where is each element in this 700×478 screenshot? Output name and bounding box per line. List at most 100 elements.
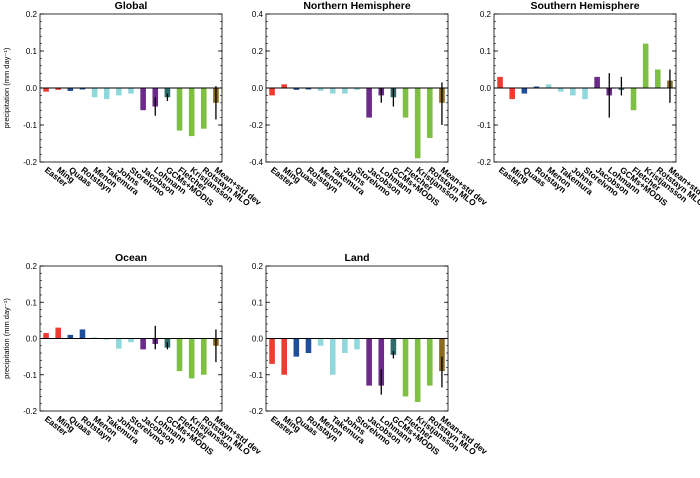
bar-ming	[281, 84, 287, 88]
y-tick-label: -0.1	[23, 121, 37, 130]
bar-johns	[570, 88, 576, 96]
bar-ming	[55, 327, 61, 339]
y-tick-label: -0.2	[249, 121, 263, 130]
bar-rotstayn	[305, 88, 312, 90]
y-tick-label: 0.1	[480, 47, 492, 56]
bar-ming	[509, 88, 515, 100]
y-tick-label: 0.1	[26, 47, 38, 56]
bar-kristjansson	[642, 43, 649, 88]
bar-ming	[55, 88, 61, 90]
bar-storelvmo	[354, 88, 360, 90]
y-tick-label: 0.2	[480, 10, 492, 19]
bar-quaas	[67, 334, 74, 339]
bar-takemura	[329, 338, 336, 375]
bar-jacobson	[140, 88, 146, 111]
y-tick-label: -0.2	[23, 407, 37, 416]
y-tick-label: -0.1	[23, 371, 37, 380]
bar-jacobson	[366, 338, 372, 386]
bar-ming	[281, 338, 287, 375]
y-tick-label: 0.0	[26, 84, 38, 93]
bar-menon	[91, 337, 98, 339]
bar-fletcher	[402, 338, 409, 397]
panel-land: Land-0.2-0.10.00.10.2EasterMingQuaasRots…	[249, 252, 489, 457]
bar-rotstayn	[533, 86, 540, 88]
bar-quaas	[293, 338, 300, 357]
y-axis-label: precipitation (mm day⁻¹)	[2, 47, 11, 128]
bar-gcms-modis	[164, 88, 171, 98]
y-tick-label: -0.1	[249, 371, 263, 380]
bar-menon	[317, 88, 324, 91]
y-tick-label: 0.0	[252, 84, 264, 93]
bar-storelvmo	[128, 338, 134, 343]
y-tick-label: -0.1	[477, 121, 491, 130]
bar-quaas	[521, 88, 528, 94]
bar-johns	[342, 88, 348, 94]
bar-kristjansson	[414, 338, 421, 402]
bar-johns	[342, 338, 348, 353]
y-tick-label: -0.2	[477, 158, 491, 167]
bar-menon	[545, 84, 552, 88]
panel-title: Global	[115, 0, 148, 12]
bar-easter	[43, 88, 49, 92]
y-tick-label: -0.4	[249, 158, 263, 167]
bar-jacobson	[366, 88, 372, 118]
bar-menon	[91, 88, 98, 98]
bar-easter	[269, 88, 275, 96]
panel-title: Land	[344, 252, 369, 264]
y-tick-label: 0.4	[252, 10, 264, 19]
y-tick-label: 0.1	[26, 298, 38, 307]
bar-takemura	[329, 88, 336, 94]
bar-fletcher	[176, 88, 183, 131]
y-tick-label: 0.2	[252, 47, 264, 56]
bar-takemura	[557, 88, 564, 92]
bar-kristjansson	[188, 88, 195, 137]
y-tick-label: 0.0	[480, 84, 492, 93]
bar-kristjansson	[188, 338, 195, 379]
bar-easter	[269, 338, 275, 364]
bar-kristjansson	[414, 88, 421, 159]
y-tick-label: 0.0	[252, 335, 264, 344]
bar-takemura	[103, 88, 110, 100]
panel-northern-hemisphere: Northern Hemisphere-0.4-0.20.00.20.4East…	[249, 0, 489, 208]
bar-quaas	[67, 88, 74, 91]
bar-menon	[317, 338, 324, 346]
panel-title: Ocean	[115, 252, 147, 264]
bar-fletcher	[630, 88, 637, 111]
bar-fletcher	[402, 88, 409, 118]
panel-global: Global -0.2 -0.1 0.0 0.1 0.2 precipitation (mm…	[2, 0, 264, 208]
bar-rotstayn-mlo	[427, 338, 433, 386]
y-axis-label: precipitation (mm day⁻¹)	[2, 298, 11, 379]
bar-rotstayn-mlo	[427, 88, 433, 138]
panel-title: Northern Hemisphere	[303, 0, 411, 12]
y-tick-label: 0.2	[252, 262, 264, 271]
bar-rotstayn-mlo	[201, 88, 207, 129]
bar-jacobson	[594, 76, 600, 88]
panel-ocean: Ocean -0.2 -0.1 0.0 0.1 0.2 precipitation (mm …	[2, 252, 264, 457]
y-tick-label: -0.2	[23, 158, 37, 167]
bar-mean-std-dev	[439, 338, 445, 372]
bar-fletcher	[176, 338, 183, 372]
bar-rotstayn	[79, 88, 86, 90]
bar-johns	[116, 338, 122, 349]
y-tick-label: 0.1	[252, 298, 264, 307]
y-tick-label: 0.2	[26, 262, 38, 271]
bar-storelvmo	[128, 88, 134, 94]
bar-easter	[43, 333, 49, 339]
y-tick-label: 0.0	[26, 335, 38, 344]
bar-lohmann	[378, 338, 385, 386]
bar-jacobson	[140, 338, 146, 350]
bar-quaas	[293, 88, 300, 90]
bar-johns	[116, 88, 122, 96]
bar-storelvmo	[582, 88, 588, 100]
panel-southern-hemisphere: Southern Hemisphere-0.2-0.10.00.10.2East…	[477, 0, 700, 208]
bar-rotstayn	[305, 338, 312, 353]
bar-rotstayn-mlo	[655, 69, 661, 88]
y-tick-label: -0.2	[249, 407, 263, 416]
bar-storelvmo	[354, 338, 360, 350]
bar-easter	[497, 76, 503, 88]
bar-rotstayn	[79, 329, 86, 339]
y-tick-label: 0.2	[26, 10, 38, 19]
panel-title: Southern Hemisphere	[530, 0, 639, 12]
bar-takemura	[103, 338, 110, 340]
